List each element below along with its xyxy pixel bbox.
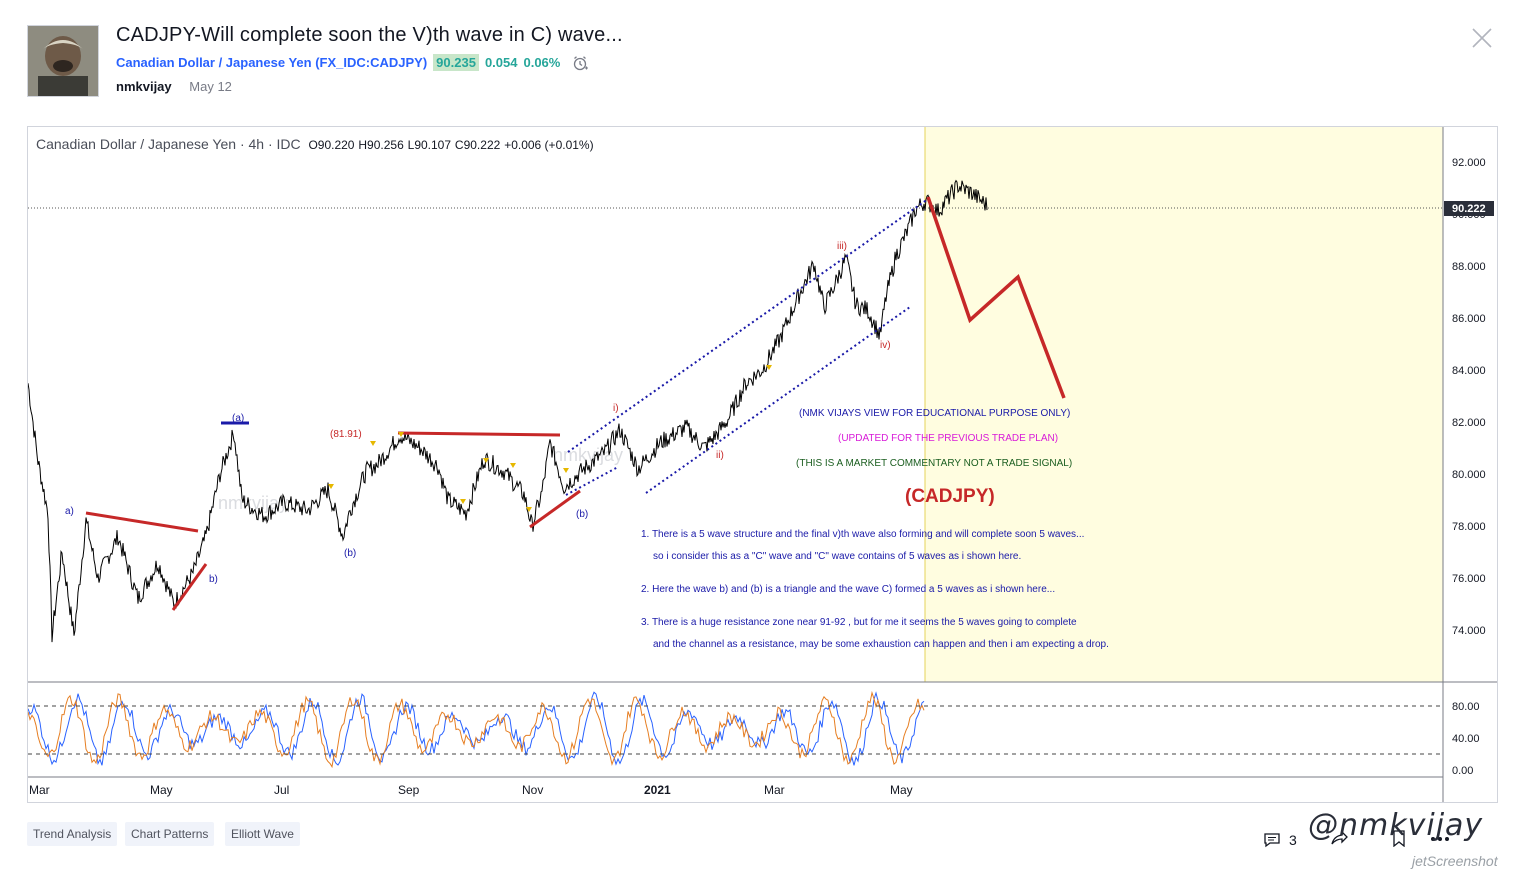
note-2: 2. Here the wave b) and (b) is a triangl…: [641, 584, 1055, 595]
legend-interval: 4h: [248, 136, 265, 152]
legend-close: C90.222: [454, 138, 501, 152]
wave-label-high: (81.91): [330, 429, 362, 440]
symbol-line: Canadian Dollar / Japanese Yen (FX_IDC:C…: [116, 54, 589, 71]
chart-legend: Canadian Dollar / Japanese Yen · 4h · ID…: [36, 136, 594, 152]
comments-count: 3: [1289, 832, 1297, 848]
support-line: [529, 489, 581, 529]
triangle-line-a: [85, 511, 199, 533]
channel-upper: [567, 198, 929, 453]
symbol-change-pct: 0.06%: [523, 55, 561, 70]
last-price-label: 90.222: [1452, 203, 1486, 215]
legend-instrument: Canadian Dollar / Japanese Yen: [36, 136, 237, 152]
tag-elliott-wave[interactable]: Elliott Wave: [225, 822, 300, 846]
alarm-clock-icon[interactable]: [572, 55, 589, 71]
price-tick-76: 76.000: [1452, 573, 1486, 585]
projection-path: [926, 196, 1066, 399]
forecast-zone: [925, 127, 1443, 682]
more-icon[interactable]: [1430, 836, 1450, 842]
legend-source: IDC: [276, 136, 301, 152]
wave-label-a: a): [65, 506, 74, 517]
price-tick-92: 92.000: [1452, 157, 1486, 169]
wave-label-b3: (b): [576, 509, 588, 520]
wave-label-iv: iv): [880, 340, 891, 351]
share-icon[interactable]: [1330, 830, 1348, 846]
price-tick-84: 84.000: [1452, 365, 1486, 377]
oscillator-d-line: [28, 690, 925, 769]
annotation-view: (NMK VIJAYS VIEW FOR EDUCATIONAL PURPOSE…: [799, 408, 1070, 419]
idea-title: CADJPY-Will complete soon the V)th wave …: [116, 24, 623, 46]
time-tick-nov: Nov: [522, 783, 543, 797]
author-avatar[interactable]: [27, 25, 99, 97]
annotation-updated: (UPDATED FOR THE PREVIOUS TRADE PLAN): [838, 433, 1058, 444]
signal-markers: [328, 365, 772, 512]
price-tick-74: 74.000: [1452, 625, 1486, 637]
tag-trend-analysis[interactable]: Trend Analysis: [27, 822, 118, 846]
author-watermark: @nmkvijay: [1308, 808, 1484, 843]
time-tick-mar-2021: Mar: [764, 783, 785, 797]
price-tick-88: 88.000: [1452, 261, 1486, 273]
wave-label-b2: (b): [344, 548, 356, 559]
annotation-ticker: (CADJPY): [905, 486, 995, 507]
author-line: nmkvijay May 12: [116, 79, 232, 94]
note-3b: and the channel as a resistance, may be …: [653, 639, 1109, 650]
comments-counter[interactable]: 3: [1263, 832, 1297, 848]
price-tick-82: 82.000: [1452, 417, 1486, 429]
price-tick-80: 80.000: [1452, 469, 1486, 481]
oscillator-series: [28, 690, 925, 769]
wave-label-a2: (a): [232, 413, 244, 424]
screenshot-watermark: jetScreenshot: [1412, 853, 1498, 869]
time-tick-mar: Mar: [29, 783, 50, 797]
note-1b: so i consider this as a "C" wave and "C"…: [653, 551, 1021, 562]
price-tick-78: 78.000: [1452, 521, 1486, 533]
osc-tick-40: 40.00: [1452, 733, 1480, 745]
time-tick-jul: Jul: [274, 783, 289, 797]
resistance-line: [397, 431, 561, 437]
chart-watermark-2: nmkvijay: [553, 445, 623, 465]
symbol-price: 90.235: [433, 54, 479, 71]
channel-lower-early: [565, 466, 619, 496]
note-1a: 1. There is a 5 wave structure and the f…: [641, 529, 1084, 540]
wave-label-ii: ii): [716, 450, 724, 461]
legend-high: H90.256: [358, 138, 404, 152]
bookmark-icon[interactable]: [1392, 830, 1406, 847]
time-tick-may-2021: May: [890, 783, 913, 797]
close-icon[interactable]: [1470, 26, 1494, 50]
legend-open: O90.220: [308, 138, 355, 152]
symbol-change: 0.054: [484, 55, 518, 70]
time-tick-may: May: [150, 783, 173, 797]
time-tick-sep: Sep: [398, 783, 420, 797]
legend-change: +0.006 (+0.01%): [504, 138, 594, 152]
price-tick-86: 86.000: [1452, 313, 1486, 325]
price-line: [28, 179, 988, 643]
osc-tick-80: 80.00: [1452, 701, 1480, 713]
channel-lower: [645, 306, 911, 494]
osc-tick-0: 0.00: [1452, 765, 1473, 777]
last-price-badge: [1444, 201, 1494, 216]
author-name[interactable]: nmkvijay: [116, 79, 172, 94]
symbol-link[interactable]: Canadian Dollar / Japanese Yen (FX_IDC:C…: [116, 55, 428, 70]
annotation-disclaimer: (THIS IS A MARKET COMMENTARY NOT A TRADE…: [796, 458, 1072, 469]
wave-label-b: b): [209, 574, 218, 585]
publish-date: May 12: [189, 79, 232, 94]
legend-low: L90.107: [407, 138, 452, 152]
chart-snapshot[interactable]: nmkvijay nmkvijay a) b) (a) (b) (81.91) …: [27, 126, 1498, 803]
tag-chart-patterns[interactable]: Chart Patterns: [125, 822, 215, 846]
comment-icon: [1264, 833, 1280, 848]
time-tick-2021: 2021: [644, 783, 671, 797]
price-series: [28, 179, 988, 643]
note-3a: 3. There is a huge resistance zone near …: [641, 617, 1077, 628]
triangle-line-b: [171, 563, 208, 611]
chart-canvas: nmkvijay nmkvijay a) b) (a) (b) (81.91) …: [28, 127, 1497, 802]
wave-label-i: i): [613, 403, 619, 414]
wave-label-iii: iii): [837, 241, 847, 252]
